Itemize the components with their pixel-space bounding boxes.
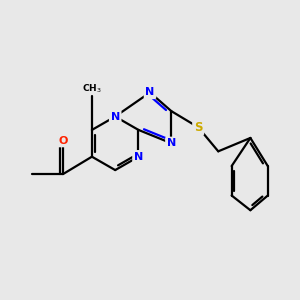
Text: S: S	[194, 121, 203, 134]
Text: N: N	[167, 138, 176, 148]
Text: N: N	[146, 87, 154, 98]
Text: O: O	[58, 136, 68, 146]
Text: N: N	[134, 152, 143, 162]
Text: N: N	[111, 112, 120, 122]
Text: CH$_3$: CH$_3$	[82, 82, 102, 95]
